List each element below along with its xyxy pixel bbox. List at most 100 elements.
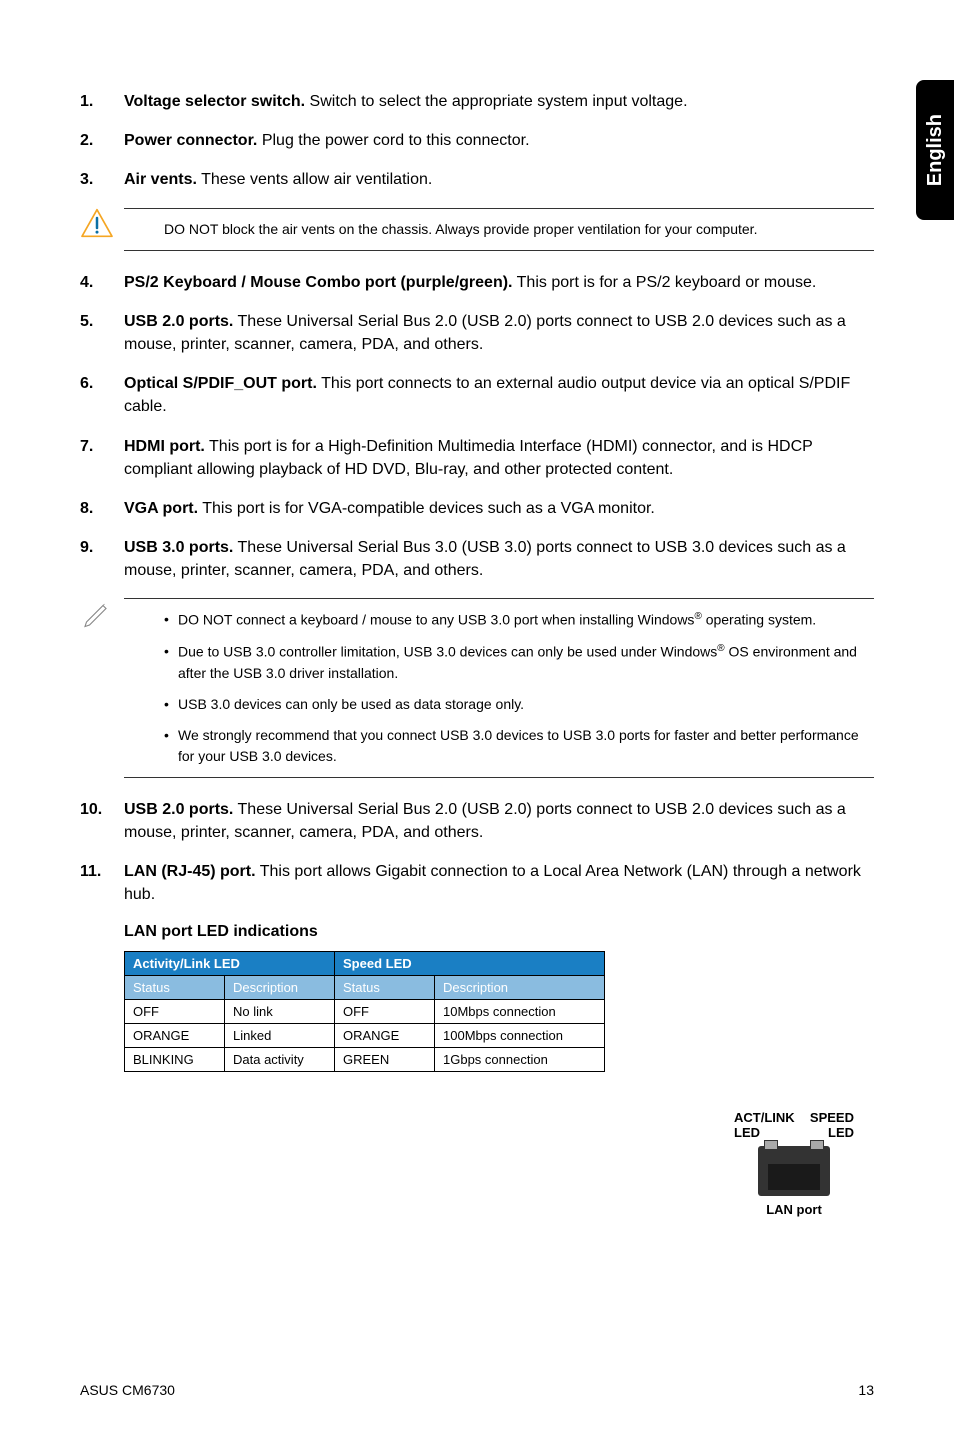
table-cell: GREEN [335, 1047, 435, 1071]
table-header: Description [435, 975, 605, 999]
table-cell: 100Mbps connection [435, 1023, 605, 1047]
item-body: USB 3.0 ports. These Universal Serial Bu… [124, 536, 874, 582]
table-header: Status [335, 975, 435, 999]
table-header: Description [225, 975, 335, 999]
lan-port-figure: ACT/LINK SPEED LED LED LAN port [734, 1110, 854, 1217]
item-lead: PS/2 Keyboard / Mouse Combo port (purple… [124, 274, 512, 291]
led-table: Activity/Link LED Speed LED Status Descr… [124, 951, 874, 1072]
list-item: 1. Voltage selector switch. Switch to se… [80, 90, 874, 113]
table-group-header: Speed LED [335, 951, 605, 975]
item-body: Voltage selector switch. Switch to selec… [124, 90, 874, 113]
page-footer: ASUS CM6730 13 [80, 1382, 874, 1398]
warning-text: DO NOT block the air vents on the chassi… [124, 208, 874, 251]
lan-label: LED [828, 1125, 854, 1140]
table-cell: No link [225, 999, 335, 1023]
info-bullet: We strongly recommend that you connect U… [164, 725, 874, 767]
table-row: BLINKING Data activity GREEN 1Gbps conne… [125, 1047, 605, 1071]
info-bullet: DO NOT connect a keyboard / mouse to any… [164, 609, 874, 631]
list-item: 11. LAN (RJ-45) port. This port allows G… [80, 860, 874, 906]
item-rest: Switch to select the appropriate system … [305, 93, 687, 110]
table-group-header: Activity/Link LED [125, 951, 335, 975]
lan-port-icon [758, 1146, 830, 1196]
item-body: VGA port. This port is for VGA-compatibl… [124, 497, 874, 520]
list-item: 5. USB 2.0 ports. These Universal Serial… [80, 310, 874, 356]
list-item: 9. USB 3.0 ports. These Universal Serial… [80, 536, 874, 582]
list-item: 3. Air vents. These vents allow air vent… [80, 168, 874, 191]
lan-label: ACT/LINK [734, 1110, 795, 1125]
item-rest: These vents allow air ventilation. [197, 171, 432, 188]
item-number: 10. [80, 798, 124, 844]
item-rest: These Universal Serial Bus 2.0 (USB 2.0)… [124, 801, 846, 841]
item-rest: This port is for a High-Definition Multi… [124, 438, 813, 478]
list-item: 10. USB 2.0 ports. These Universal Seria… [80, 798, 874, 844]
item-number: 1. [80, 90, 124, 113]
table-cell: Data activity [225, 1047, 335, 1071]
item-body: Optical S/PDIF_OUT port. This port conne… [124, 372, 874, 418]
item-body: Air vents. These vents allow air ventila… [124, 168, 874, 191]
item-number: 6. [80, 372, 124, 418]
table-row: ORANGE Linked ORANGE 100Mbps connection [125, 1023, 605, 1047]
item-number: 7. [80, 435, 124, 481]
pencil-icon [80, 598, 124, 633]
footer-model: ASUS CM6730 [80, 1382, 175, 1398]
item-body: HDMI port. This port is for a High-Defin… [124, 435, 874, 481]
lan-label: LED [734, 1125, 760, 1140]
list-item: 7. HDMI port. This port is for a High-De… [80, 435, 874, 481]
table-cell: 1Gbps connection [435, 1047, 605, 1071]
item-body: Power connector. Plug the power cord to … [124, 129, 874, 152]
item-rest: Plug the power cord to this connector. [257, 132, 529, 149]
language-tab-label: English [924, 114, 947, 186]
lan-caption: LAN port [734, 1202, 854, 1217]
list-item: 6. Optical S/PDIF_OUT port. This port co… [80, 372, 874, 418]
subheading: LAN port LED indications [124, 923, 874, 941]
item-number: 4. [80, 271, 124, 294]
item-lead: Voltage selector switch. [124, 93, 305, 110]
list-item: 4. PS/2 Keyboard / Mouse Combo port (pur… [80, 271, 874, 294]
warning-notice: DO NOT block the air vents on the chassi… [80, 208, 874, 251]
info-notice: DO NOT connect a keyboard / mouse to any… [80, 598, 874, 777]
item-number: 11. [80, 860, 124, 906]
lan-label: SPEED [810, 1110, 854, 1125]
item-number: 9. [80, 536, 124, 582]
page-content: 1. Voltage selector switch. Switch to se… [0, 0, 954, 1112]
item-number: 5. [80, 310, 124, 356]
table-cell: OFF [125, 999, 225, 1023]
item-body: USB 2.0 ports. These Universal Serial Bu… [124, 310, 874, 356]
item-lead: USB 2.0 ports. [124, 801, 233, 818]
lan-led-labels: LED LED [734, 1125, 854, 1140]
item-rest: These Universal Serial Bus 3.0 (USB 3.0)… [124, 539, 846, 579]
item-number: 3. [80, 168, 124, 191]
table-header: Status [125, 975, 225, 999]
item-lead: USB 2.0 ports. [124, 313, 233, 330]
table-cell: OFF [335, 999, 435, 1023]
item-lead: HDMI port. [124, 438, 205, 455]
warning-icon [80, 208, 124, 243]
list-item: 8. VGA port. This port is for VGA-compat… [80, 497, 874, 520]
item-lead: VGA port. [124, 500, 198, 517]
info-bullet: USB 3.0 devices can only be used as data… [164, 694, 874, 715]
item-lead: Optical S/PDIF_OUT port. [124, 375, 317, 392]
table-cell: ORANGE [335, 1023, 435, 1047]
language-tab: English [916, 80, 954, 220]
item-body: PS/2 Keyboard / Mouse Combo port (purple… [124, 271, 874, 294]
info-text: DO NOT connect a keyboard / mouse to any… [124, 598, 874, 777]
item-rest: This port is for VGA-compatible devices … [198, 500, 655, 517]
footer-page-number: 13 [858, 1382, 874, 1398]
table-cell: 10Mbps connection [435, 999, 605, 1023]
table-row: OFF No link OFF 10Mbps connection [125, 999, 605, 1023]
table-cell: BLINKING [125, 1047, 225, 1071]
item-lead: USB 3.0 ports. [124, 539, 233, 556]
item-lead: Power connector. [124, 132, 257, 149]
list-item: 2. Power connector. Plug the power cord … [80, 129, 874, 152]
item-rest: These Universal Serial Bus 2.0 (USB 2.0)… [124, 313, 846, 353]
table-cell: Linked [225, 1023, 335, 1047]
info-bullet: Due to USB 3.0 controller limitation, US… [164, 641, 874, 684]
item-body: LAN (RJ-45) port. This port allows Gigab… [124, 860, 874, 906]
lan-top-labels: ACT/LINK SPEED [734, 1110, 854, 1125]
item-body: USB 2.0 ports. These Universal Serial Bu… [124, 798, 874, 844]
item-rest: This port is for a PS/2 keyboard or mous… [512, 274, 816, 291]
item-lead: Air vents. [124, 171, 197, 188]
item-lead: LAN (RJ-45) port. [124, 863, 256, 880]
table-cell: ORANGE [125, 1023, 225, 1047]
item-number: 2. [80, 129, 124, 152]
